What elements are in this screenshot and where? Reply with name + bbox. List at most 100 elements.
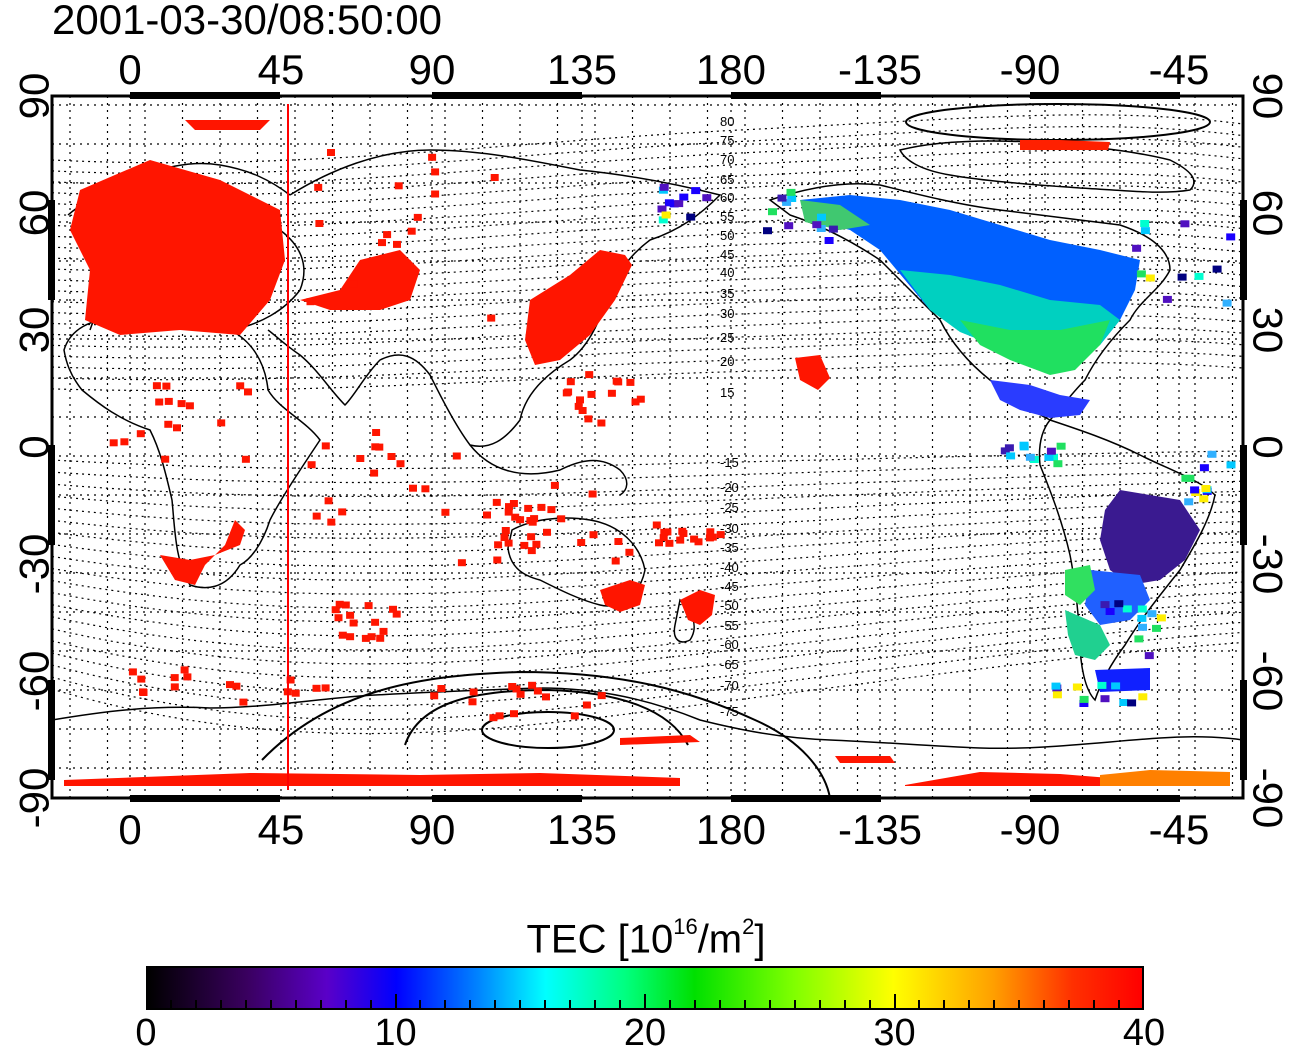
- tick-label: 90: [409, 46, 456, 93]
- contour-label: -45: [720, 579, 739, 594]
- bottom-longitude-labels: 0 45 90 135 180 -135 -90 -45: [118, 806, 1209, 853]
- tec-cell: [658, 216, 668, 224]
- colorbar-tick-label: 20: [623, 1012, 667, 1054]
- tec-cell: [341, 601, 350, 609]
- tec-cell: [1019, 443, 1029, 451]
- tec-cell: [1180, 220, 1190, 228]
- tec-cell: [1044, 453, 1054, 461]
- tec-cell: [500, 534, 509, 541]
- tec-cell: [705, 534, 714, 542]
- tick-label: -60: [1244, 651, 1291, 712]
- tec-cell: [706, 528, 715, 536]
- tec-cell: [331, 606, 340, 614]
- tec-cell: [611, 557, 620, 565]
- colorbar-minor-tick: [718, 1000, 721, 1008]
- tec-cell: [226, 681, 234, 689]
- tec-cell: [816, 225, 826, 232]
- tec-cell: [516, 516, 525, 524]
- tec-cell: [636, 395, 645, 403]
- tec-cell: [315, 220, 324, 227]
- tec-cell: [1051, 682, 1061, 690]
- tec-cell: [367, 633, 376, 641]
- colorbar-minor-tick: [194, 1000, 197, 1008]
- tec-cell: [1199, 464, 1209, 472]
- tec-cell: [136, 430, 145, 438]
- tec-cell: [185, 402, 194, 410]
- tec-cell: [566, 378, 575, 386]
- magnetic-pole-ellipses: [261, 103, 1211, 798]
- tec-cell: [763, 227, 772, 235]
- contour-label: 20: [720, 354, 734, 369]
- tec-cell: [1222, 299, 1232, 307]
- tec-cell: [437, 685, 446, 692]
- tec-cell: [120, 438, 129, 446]
- contour-label: -55: [720, 618, 739, 633]
- tec-cell: [625, 548, 634, 556]
- colorbar-minor-tick: [1018, 1000, 1021, 1008]
- tec-cell: [694, 538, 703, 546]
- frame-bars: [48, 92, 1247, 802]
- contour-label: -75: [720, 704, 739, 719]
- tec-cell: [375, 443, 384, 451]
- colorbar-tick-label: 0: [135, 1012, 157, 1054]
- tec-cell: [346, 633, 355, 641]
- tick-label: 180: [696, 806, 766, 853]
- colorbar-minor-tick: [544, 1000, 547, 1008]
- tec-cell: [180, 666, 189, 674]
- tec-cell: [1006, 452, 1016, 460]
- colorbar-minor-tick: [344, 1000, 347, 1008]
- tick-label: -45: [1149, 46, 1210, 93]
- tec-cell: [528, 681, 537, 689]
- colorbar-minor-tick: [394, 994, 397, 1008]
- graticule: [52, 96, 1243, 798]
- tick-label: 0: [118, 806, 141, 853]
- contour-label: 50: [720, 228, 734, 243]
- tick-label: 180: [696, 46, 766, 93]
- tec-cell: [1122, 605, 1132, 613]
- tick-label: 135: [547, 806, 617, 853]
- tec-data-red-region: [64, 120, 1110, 786]
- tick-label: 90: [409, 806, 456, 853]
- tec-cell: [679, 193, 689, 201]
- tick-label: 90: [1244, 73, 1291, 120]
- tec-cell: [597, 692, 606, 700]
- tick-label: -135: [838, 46, 922, 93]
- tec-data-americas: [800, 140, 1230, 786]
- tec-cell: [812, 221, 822, 229]
- colorbar-minor-tick: [269, 1000, 272, 1008]
- colorbar-minor-tick: [818, 1000, 821, 1008]
- colorbar-minor-tick: [369, 1000, 372, 1008]
- tec-cell: [686, 213, 696, 221]
- colorbar-minor-tick: [993, 1000, 996, 1008]
- tec-cell: [716, 531, 725, 539]
- right-latitude-labels: 90 60 30 0 -30 -60 -90: [1244, 73, 1291, 829]
- colorbar-minor-tick: [1068, 1000, 1071, 1008]
- colorbar-minor-tick: [893, 994, 896, 1008]
- tec-cell: [1079, 695, 1089, 703]
- colorbar-minor-tick: [793, 1000, 796, 1008]
- tick-label: 0: [11, 435, 58, 458]
- colorbar-title: TEC [1016/m2]: [526, 914, 766, 962]
- tec-cell: [164, 420, 173, 428]
- tec-cell: [469, 688, 478, 696]
- contour-label: 70: [720, 152, 734, 167]
- tec-cell: [782, 198, 792, 206]
- tec-cell: [543, 528, 551, 536]
- tec-cell: [137, 675, 146, 683]
- colorbar-minor-tick: [1118, 1000, 1121, 1008]
- tec-cell: [170, 683, 179, 691]
- tec-cell: [1138, 693, 1148, 701]
- tec-cell: [661, 211, 671, 219]
- tec-cell: [286, 676, 295, 684]
- tec-cell: [413, 213, 422, 221]
- tec-cell: [527, 533, 536, 541]
- contour-label: -50: [720, 598, 739, 613]
- tec-cell: [312, 684, 321, 692]
- tec-cell: [1046, 447, 1056, 455]
- tec-cell: [1177, 273, 1187, 281]
- tec-cell: [291, 689, 300, 697]
- tec-cell: [244, 388, 252, 396]
- tec-cell: [409, 484, 417, 492]
- tec-cell: [614, 378, 623, 386]
- tec-cell: [1137, 614, 1147, 622]
